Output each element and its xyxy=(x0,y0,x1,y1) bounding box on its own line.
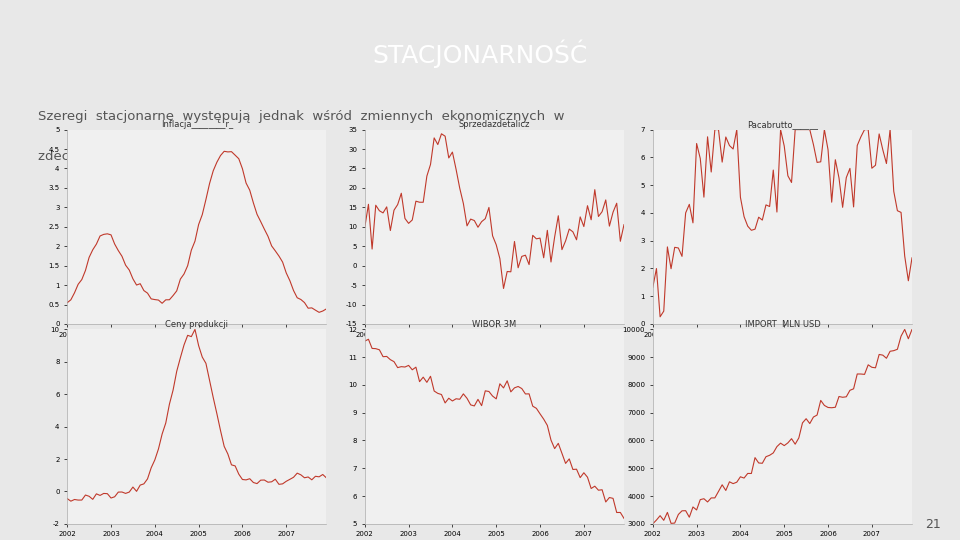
Title: Inflacja________r_: Inflacja________r_ xyxy=(160,120,233,129)
Title: WIBOR 3M: WIBOR 3M xyxy=(472,320,516,329)
Title: Ceny produkcji: Ceny produkcji xyxy=(165,320,228,329)
Text: Szeregi  stacjonarne  występują  jednak  wśród  zmiennych  ekonomicznych  w: Szeregi stacjonarne występują jednak wśr… xyxy=(38,111,564,124)
Title: Sprzedazdetalicz: Sprzedazdetalicz xyxy=(459,120,530,129)
Text: STACJONARNOŚĆ: STACJONARNOŚĆ xyxy=(372,39,588,68)
Title: IMPORT  MLN USD: IMPORT MLN USD xyxy=(745,320,820,329)
Text: 21: 21 xyxy=(925,518,941,531)
Text: zdecydowanej mniejszości:: zdecydowanej mniejszości: xyxy=(38,150,219,163)
Title: Pacabrutto______: Pacabrutto______ xyxy=(747,120,818,129)
